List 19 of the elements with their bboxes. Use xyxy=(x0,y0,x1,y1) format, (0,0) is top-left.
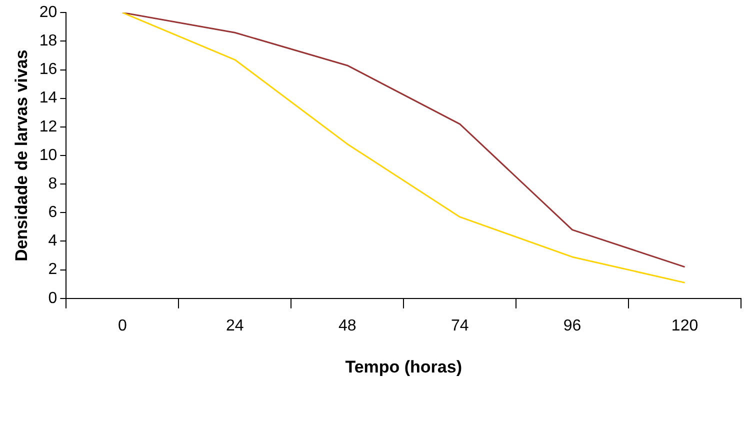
x-tick-label: 24 xyxy=(226,317,244,334)
x-tick-label: 120 xyxy=(671,317,698,334)
y-tick-label: 6 xyxy=(48,204,58,222)
x-tick-label: 48 xyxy=(338,317,356,334)
x-tick-label: 96 xyxy=(563,317,582,334)
y-tick-label: 12 xyxy=(39,118,58,136)
x-tick-label: 0 xyxy=(118,317,127,334)
y-tick-label: 8 xyxy=(48,175,58,192)
y-tick-label: 0 xyxy=(48,290,58,307)
y-tick-label: 2 xyxy=(48,261,58,278)
y-tick-label: 10 xyxy=(39,146,58,164)
y-tick-label: 18 xyxy=(39,32,58,50)
y-tick-label: 20 xyxy=(39,4,58,22)
x-tick-label: 74 xyxy=(450,317,469,334)
x-axis-title: Tempo (horas) xyxy=(345,357,462,376)
y-tick-label: 16 xyxy=(39,61,58,78)
y-tick-label: 14 xyxy=(39,90,58,107)
y-axis-title: Densidade de larvas vivas xyxy=(12,50,31,262)
y-tick-label: 4 xyxy=(48,232,58,250)
